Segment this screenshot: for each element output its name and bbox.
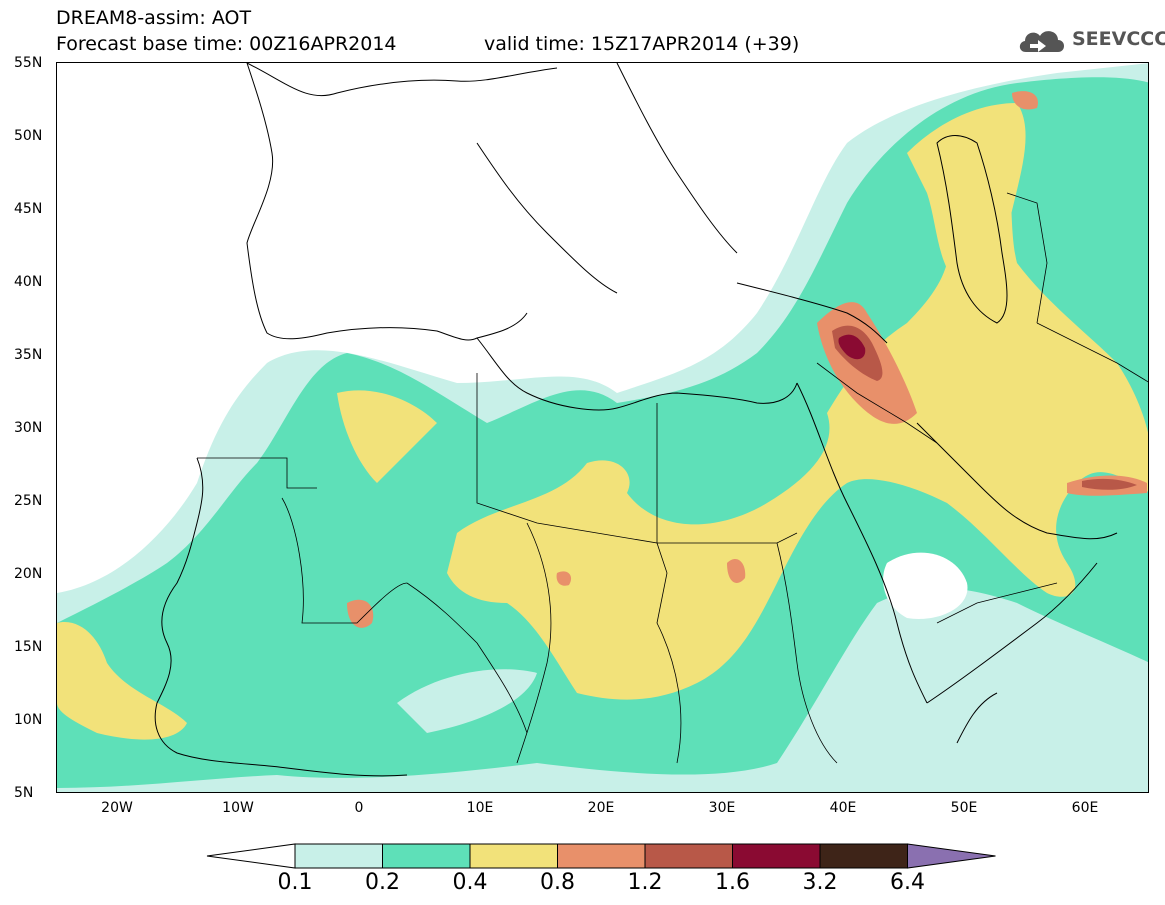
cloud-icon — [1019, 31, 1064, 52]
legend-swatch-0.1 — [294, 843, 383, 869]
color-legend — [206, 843, 996, 869]
aot-band-1.2 — [832, 325, 1137, 490]
legend-swatch-0.8 — [557, 843, 646, 869]
forecast-base-time: Forecast base time: 00Z16APR2014 — [56, 33, 397, 55]
clear-area-sahel — [397, 669, 537, 733]
lat-label-15n: 15N — [14, 639, 43, 655]
legend-label: 1.6 — [715, 870, 750, 895]
lon-label-40e: 40E — [829, 800, 857, 816]
lon-label-20w: 20W — [101, 800, 133, 816]
legend-label: 0.1 — [277, 870, 313, 895]
coastlines — [154, 63, 1118, 777]
lat-label-10n: 10N — [14, 712, 43, 728]
aot-band-0.2 — [57, 77, 1148, 788]
lon-label-30e: 30E — [708, 800, 736, 816]
lon-label-60e: 60E — [1071, 800, 1099, 816]
lat-label-40n: 40N — [14, 274, 43, 290]
lat-label-30n: 30N — [14, 420, 43, 436]
lat-label-45n: 45N — [14, 201, 43, 217]
country-borders — [197, 192, 1148, 764]
lat-label-25n: 25N — [14, 493, 43, 509]
lon-label-10w: 10W — [222, 800, 254, 816]
lon-label-50e: 50E — [950, 800, 978, 816]
map-title: DREAM8-assim: AOT — [56, 7, 252, 29]
lat-label-20n: 20N — [14, 566, 43, 582]
seevccc-logo: SEEVCCC — [1016, 22, 1165, 58]
lon-label-20e: 20E — [587, 800, 615, 816]
legend-label: 6.4 — [890, 870, 925, 895]
legend-arrow-low — [206, 843, 296, 869]
legend-label: 0.4 — [452, 870, 488, 895]
legend-swatch-3.2 — [819, 843, 908, 869]
lat-label-5n: 5N — [14, 785, 34, 801]
lat-label-50n: 50N — [14, 128, 43, 144]
lat-label-35n: 35N — [14, 347, 43, 363]
lon-label-10e: 10E — [466, 800, 494, 816]
legend-swatch-1.2 — [644, 843, 733, 869]
legend-swatch-0.2 — [382, 843, 471, 869]
legend-label: 3.2 — [802, 870, 838, 895]
legend-swatch-1.6 — [732, 843, 821, 869]
valid-time: valid time: 15Z17APR2014 (+39) — [484, 33, 800, 55]
lat-label-55n: 55N — [14, 55, 43, 71]
logo-text: SEEVCCC — [1072, 28, 1165, 50]
legend-swatch-0.4 — [469, 843, 558, 869]
aot-band-0.4-caspian — [907, 103, 1026, 285]
legend-label: 0.2 — [365, 870, 400, 895]
clear-area-arabia — [883, 552, 968, 619]
legend-label: 1.2 — [627, 870, 663, 895]
aot-band-0.4 — [57, 123, 1148, 740]
lon-label-0: 0 — [354, 800, 364, 816]
legend-arrow-high — [907, 843, 996, 869]
aot-map-svg — [57, 63, 1148, 792]
aot-map — [56, 62, 1149, 793]
aot-band-1.6 — [838, 334, 866, 360]
legend-label: 0.8 — [540, 870, 575, 895]
